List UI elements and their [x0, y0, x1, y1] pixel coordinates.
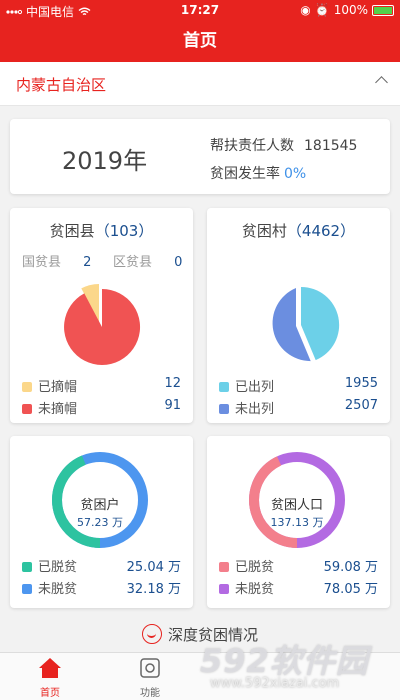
counties-title: 贫困县（103） — [10, 220, 193, 241]
households-ring-chart — [52, 452, 148, 548]
counties-slice-removed — [81, 284, 99, 322]
legend-exited: 已出列 1955 — [219, 376, 378, 395]
legend-swatch — [22, 382, 32, 392]
battery-text: 100% — [333, 3, 368, 17]
population-center-value: 137.13 万 — [270, 516, 324, 529]
poor-population-card[interactable]: 贫困人口 137.13 万 已脱贫 59.08 万 未脱贫 78.05 万 — [207, 436, 390, 608]
legend-value: 12 — [164, 376, 181, 391]
legend-value: 32.18 万 — [126, 582, 181, 597]
legend-swatch — [22, 404, 32, 414]
legend-value: 78.05 万 — [323, 582, 378, 597]
counties-count: （103） — [94, 222, 154, 240]
tab-bar: 首页 功能 — [0, 652, 400, 700]
tab-function-label: 功能 — [140, 688, 160, 699]
counties-title-text: 贫困县 — [49, 222, 95, 240]
poor-villages-card[interactable]: 贫困村（4462） 已出列 1955 未出列 2507 — [207, 208, 390, 423]
poverty-rate-stat: 贫困发生率 0% — [210, 163, 306, 183]
legend-escaped: 已脱贫 59.08 万 — [219, 556, 378, 575]
tab-function[interactable]: 功能 — [120, 657, 180, 699]
year-label: 2019年 — [62, 147, 148, 175]
alarm-icon: ⏰ — [314, 3, 330, 17]
villages-slice-exited — [301, 286, 340, 361]
responsible-label: 帮扶责任人数 — [210, 138, 294, 154]
households-ring-escaped — [52, 452, 148, 548]
chevron-up-icon[interactable] — [375, 76, 388, 89]
legend-label: 未脱贫 — [38, 582, 78, 597]
legend-label: 已脱贫 — [235, 560, 275, 575]
legend-value: 2507 — [344, 398, 378, 413]
legend-escaped: 已脱贫 25.04 万 — [22, 556, 181, 575]
poor-counties-card[interactable]: 贫困县（103） 国贫县 2 区贫县 0 已摘帽 12 未摘帽 91 — [10, 208, 193, 423]
legend-value: 1955 — [344, 376, 378, 391]
deep-poverty-label: 深度贫困情况 — [167, 626, 258, 644]
legend-label: 已出列 — [235, 380, 275, 395]
households-center-value: 57.23 万 — [77, 516, 123, 529]
district-label: 区贫县 — [113, 255, 153, 270]
region-selector[interactable]: 内蒙古自治区 — [0, 62, 400, 106]
national-value: 2 — [83, 255, 92, 270]
villages-pie-chart — [272, 286, 340, 362]
legend-swatch — [219, 404, 229, 414]
legend-swatch — [219, 584, 229, 594]
responsible-stat: 帮扶责任人数 181545 — [210, 135, 357, 155]
legend-not-escaped: 未脱贫 32.18 万 — [22, 578, 181, 597]
tab-home-label: 首页 — [40, 688, 60, 699]
legend-label: 未脱贫 — [235, 582, 275, 597]
legend-label: 未出列 — [235, 402, 275, 417]
legend-removed: 已摘帽 12 — [22, 376, 181, 395]
villages-title: 贫困村（4462） — [207, 220, 390, 241]
hands-icon — [141, 624, 162, 644]
function-icon — [140, 658, 160, 678]
legend-label: 未摘帽 — [38, 402, 78, 417]
legend-swatch — [219, 382, 229, 392]
poverty-rate-label: 贫困发生率 — [210, 166, 280, 182]
legend-value: 59.08 万 — [323, 560, 378, 575]
counties-slice-remaining — [64, 288, 141, 365]
deep-poverty-link[interactable]: 深度贫困情况 — [0, 624, 400, 645]
district-counties: 区贫县 0 — [113, 251, 182, 270]
battery-icon — [372, 4, 394, 16]
counties-pie-chart — [64, 284, 141, 365]
clock-text: 17:27 — [180, 3, 220, 17]
legend-swatch — [22, 584, 32, 594]
legend-not-exited: 未出列 2507 — [219, 398, 378, 417]
legend-remaining: 未摘帽 91 — [22, 398, 181, 417]
villages-title-text: 贫困村 — [241, 222, 287, 240]
population-ring-escaped — [249, 452, 345, 548]
legend-not-escaped: 未脱贫 78.05 万 — [219, 578, 378, 597]
poverty-rate-value: 0% — [284, 166, 307, 182]
population-ring-chart — [249, 452, 345, 548]
summary-card: 2019年 帮扶责任人数 181545 贫困发生率 0% — [10, 119, 390, 194]
responsible-value: 181545 — [304, 138, 358, 154]
carrier-text: 中国电信 — [26, 5, 75, 19]
district-value: 0 — [174, 255, 183, 270]
population-center-title: 贫困人口 — [270, 498, 323, 513]
national-counties: 国贫县 2 — [22, 251, 91, 270]
signal-icon — [6, 9, 22, 14]
region-name: 内蒙古自治区 — [16, 76, 107, 94]
national-label: 国贫县 — [22, 255, 62, 270]
legend-label: 已摘帽 — [38, 380, 78, 395]
tab-home[interactable]: 首页 — [20, 657, 80, 699]
legend-value: 25.04 万 — [126, 560, 181, 575]
legend-value: 91 — [164, 398, 181, 413]
poor-households-card[interactable]: 贫困户 57.23 万 已脱贫 25.04 万 未脱贫 32.18 万 — [10, 436, 193, 608]
home-icon — [39, 658, 61, 678]
legend-swatch — [22, 562, 32, 572]
households-center-title: 贫困户 — [80, 498, 120, 513]
legend-label: 已脱贫 — [38, 560, 78, 575]
status-bar: 中国电信 17:27 ◉ ⏰ 100% — [0, 0, 400, 20]
villages-count: （4462） — [286, 222, 356, 240]
wifi-icon — [78, 7, 91, 15]
villages-slice-remaining — [272, 288, 311, 362]
rotation-lock-icon: ◉ — [300, 3, 311, 17]
legend-swatch — [219, 562, 229, 572]
page-title: 首页 — [0, 20, 400, 62]
